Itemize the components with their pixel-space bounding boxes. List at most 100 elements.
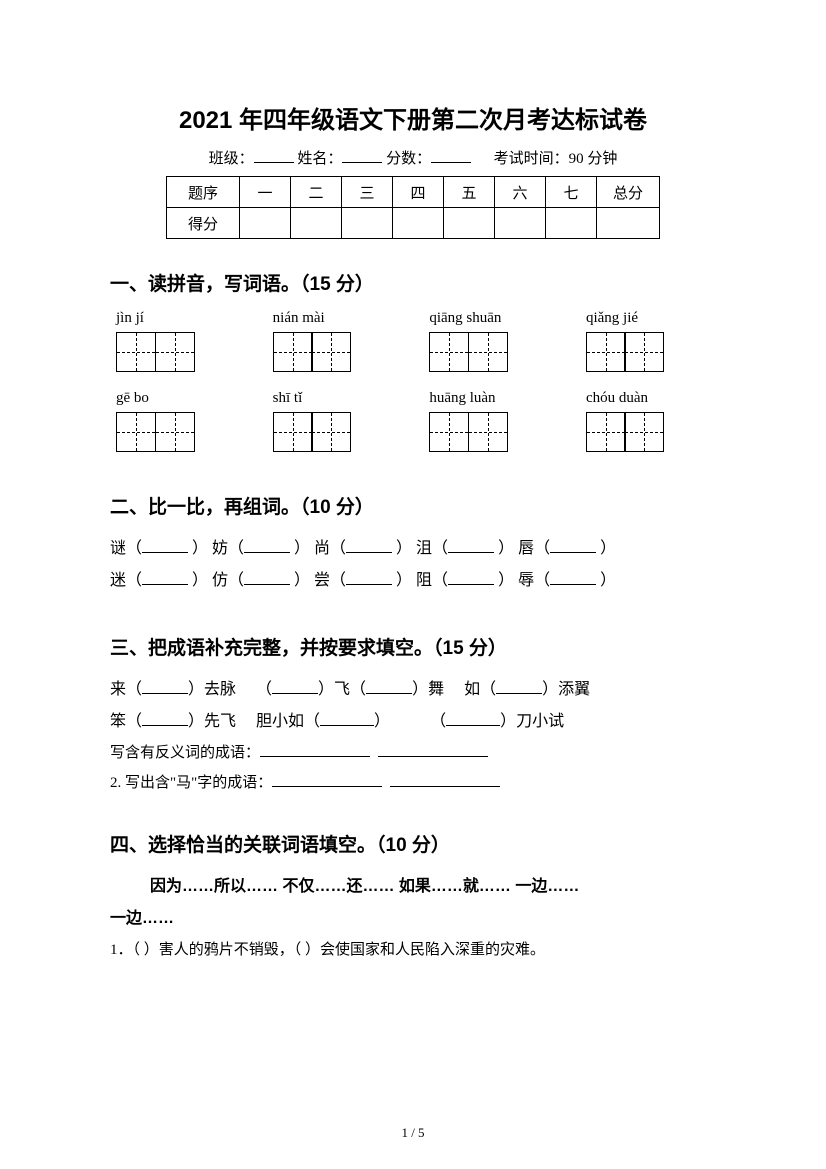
pinyin-label: qiāng shuān: [429, 310, 559, 328]
blank: [244, 570, 290, 585]
page-title: 2021 年四年级语文下册第二次月考达标试卷: [110, 100, 716, 135]
cell-empty: [495, 208, 546, 239]
text: ） 辱（: [498, 572, 550, 589]
cell-empty: [546, 208, 597, 239]
page-footer: 1 / 5: [0, 1125, 826, 1141]
blank: [448, 570, 494, 585]
pinyin-label: qiǎng jié: [586, 310, 716, 328]
text: ） 阻（: [396, 572, 448, 589]
cell-empty: [342, 208, 393, 239]
cell-header: 二: [291, 177, 342, 208]
text: 来（: [110, 681, 142, 698]
text: ） 仿（: [192, 572, 244, 589]
text: 胆小如（: [256, 713, 320, 730]
pinyin-item: huāng luàn: [423, 390, 559, 452]
cell-empty: [240, 208, 291, 239]
name-label: 姓名：: [297, 151, 342, 167]
cell-header: 三: [342, 177, 393, 208]
name-blank: [342, 147, 382, 163]
cell-empty: [597, 208, 660, 239]
blank: [550, 570, 596, 585]
pinyin-label: shī tǐ: [273, 390, 403, 408]
pinyin-label: gē bo: [116, 390, 246, 408]
pinyin-label: chóu duàn: [586, 390, 716, 408]
tianzi-box: [273, 332, 403, 372]
text: 谜（: [110, 540, 142, 557]
blank: [390, 772, 500, 787]
cell-header: 总分: [597, 177, 660, 208]
text: ） 尚（: [294, 540, 346, 557]
blank: [496, 679, 542, 694]
pinyin-item: qiǎng jié: [580, 310, 716, 372]
cell-header: 四: [393, 177, 444, 208]
blank: [272, 679, 318, 694]
cell-header: 七: [546, 177, 597, 208]
blank: [260, 742, 370, 757]
blank: [142, 570, 188, 585]
section4-head: 四、选择恰当的关联词语填空。（10 分）: [110, 830, 716, 857]
cell-empty: [393, 208, 444, 239]
section3-line1: 来（）去脉 （）飞（）舞 如（）添翼: [110, 674, 716, 706]
cell-header: 六: [495, 177, 546, 208]
pinyin-item: shī tǐ: [267, 390, 403, 452]
pinyin-item: qiāng shuān: [423, 310, 559, 372]
pinyin-item: nián mài: [267, 310, 403, 372]
score-label: 分数：: [386, 151, 431, 167]
cell-header: 题序: [167, 177, 240, 208]
tianzi-box: [586, 332, 716, 372]
text: 如（: [464, 681, 496, 698]
blank: [142, 679, 188, 694]
tianzi-box: [116, 412, 246, 452]
blank: [378, 742, 488, 757]
text: ）: [600, 572, 616, 589]
pinyin-item: gē bo: [110, 390, 246, 452]
text: ）飞（: [318, 681, 366, 698]
tianzi-box: [429, 412, 559, 452]
section3-head: 三、把成语补充完整，并按要求填空。（15 分）: [110, 633, 716, 660]
blank: [446, 711, 500, 726]
pinyin-label: huāng luàn: [429, 390, 559, 408]
cell-empty: [444, 208, 495, 239]
text: ）添翼: [542, 681, 590, 698]
section4-conj1: 因为……所以…… 不仅……还…… 如果……就…… 一边……: [110, 871, 716, 903]
pinyin-item: jìn jí: [110, 310, 246, 372]
text: ）: [600, 540, 616, 557]
text: 笨（: [110, 713, 142, 730]
text: ）: [374, 713, 390, 730]
text: ） 妨（: [192, 540, 244, 557]
section3-line4: 2. 写出含"马"字的成语：: [110, 768, 716, 798]
score-table: 题序 一 二 三 四 五 六 七 总分 得分: [166, 176, 660, 239]
text: （: [430, 713, 446, 730]
text: 2. 写出含"马"字的成语：: [110, 775, 272, 791]
text: ） 尝（: [294, 572, 346, 589]
text: ） 沮（: [396, 540, 448, 557]
pinyin-label: jìn jí: [116, 310, 246, 328]
section2-line2: 迷（ ） 仿（ ） 尝（ ） 阻（ ） 辱（ ）: [110, 565, 716, 597]
blank: [448, 538, 494, 553]
time-label: 考试时间：90 分钟: [494, 151, 618, 167]
blank: [142, 538, 188, 553]
blank: [550, 538, 596, 553]
section2-head: 二、比一比，再组词。（10 分）: [110, 492, 716, 519]
class-blank: [254, 147, 294, 163]
cell-header: 五: [444, 177, 495, 208]
class-label: 班级：: [209, 151, 254, 167]
section2-line1: 谜（ ） 妨（ ） 尚（ ） 沮（ ） 唇（ ）: [110, 533, 716, 565]
text: 迷（: [110, 572, 142, 589]
text: （: [256, 681, 272, 698]
section1-head: 一、读拼音，写词语。（15 分）: [110, 269, 716, 296]
text: 写含有反义词的成语：: [110, 745, 260, 761]
section4-conj2: 一边……: [110, 903, 716, 935]
text: ） 唇（: [498, 540, 550, 557]
exam-page: 2021 年四年级语文下册第二次月考达标试卷 班级： 姓名： 分数： 考试时间：…: [0, 0, 826, 1169]
section3-line3: 写含有反义词的成语：: [110, 738, 716, 768]
section4-q1: 1．（ ）害人的鸦片不销毁，（ ）会使国家和人民陷入深重的灾难。: [110, 935, 716, 965]
text: ）先飞: [188, 713, 236, 730]
pinyin-row: jìn jí nián mài qiāng shuān qiǎng jié: [110, 310, 716, 372]
tianzi-box: [586, 412, 716, 452]
section3-line2: 笨（）先飞 胆小如（） （）刀小试: [110, 706, 716, 738]
blank: [272, 772, 382, 787]
blank: [346, 538, 392, 553]
blank: [320, 711, 374, 726]
text: ）去脉: [188, 681, 236, 698]
